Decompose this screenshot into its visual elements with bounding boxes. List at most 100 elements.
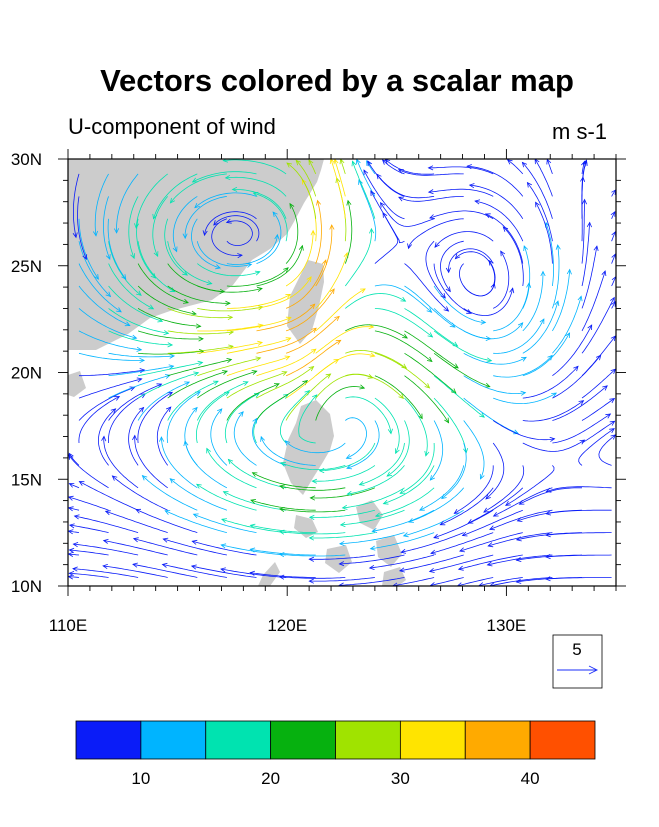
streamline-arrowhead [131, 334, 138, 340]
streamline [226, 337, 291, 354]
streamline-arrowhead [400, 548, 407, 554]
streamline [374, 284, 432, 313]
streamline [97, 408, 116, 466]
streamline-arrowhead [121, 274, 127, 280]
streamline-arrowhead [341, 504, 348, 510]
streamline-arrowhead [334, 315, 340, 322]
streamline-arrowhead [285, 293, 292, 299]
streamline [581, 297, 615, 354]
streamline-arrowhead [102, 538, 109, 544]
streamline [468, 487, 524, 524]
streamline-arrowhead [136, 290, 142, 296]
streamline [339, 577, 405, 586]
streamline [315, 386, 365, 421]
streamline [225, 176, 287, 197]
streamline [463, 322, 524, 340]
streamline [196, 381, 249, 421]
streamline-arrowhead [257, 340, 264, 346]
streamline-arrowhead [483, 507, 489, 513]
streamline-arrowhead [139, 368, 146, 374]
streamline-arrowhead [278, 552, 285, 558]
streamline-arrowhead [358, 179, 363, 185]
colorbar-label: 20 [261, 769, 280, 788]
streamline [167, 359, 232, 377]
streamline [433, 330, 492, 362]
streamline [440, 487, 494, 526]
luzon [283, 400, 334, 495]
streamline-arrowhead [279, 484, 285, 490]
streamline [162, 564, 227, 578]
streamline [69, 483, 80, 489]
streamline [469, 184, 524, 220]
streamline [103, 196, 111, 260]
streamline [475, 200, 524, 242]
streamline-arrowhead [309, 495, 316, 501]
streamline-arrowhead [399, 489, 406, 494]
streamline-arrowhead [398, 393, 405, 400]
streamline-arrowhead [168, 364, 175, 370]
streamline [408, 218, 464, 249]
streamline [108, 374, 171, 399]
streamline [463, 288, 514, 316]
streamline-arrowhead [278, 507, 285, 513]
streamline [295, 160, 317, 197]
streamline [372, 509, 435, 532]
colorbar-box [75, 720, 142, 760]
streamline [455, 251, 496, 287]
streamline [73, 173, 80, 238]
streamline-arrowhead [610, 296, 615, 303]
streamline [108, 365, 174, 377]
streamline-arrowhead [555, 244, 561, 250]
streamline-arrowhead [586, 221, 592, 228]
streamline-arrowhead [226, 358, 233, 364]
streamline [344, 200, 353, 264]
streamline-arrowhead [283, 267, 289, 273]
streamline [197, 324, 263, 332]
streamline-arrowhead [308, 556, 315, 562]
streamline [285, 440, 346, 454]
streamline-arrowhead [521, 161, 528, 168]
streamline [345, 373, 404, 399]
streamline-arrowhead [480, 319, 487, 325]
streamline [448, 248, 494, 273]
y-tick-label: 15N [11, 470, 42, 489]
streamline-arrowhead [605, 413, 612, 419]
streamline [197, 306, 263, 312]
streamline-arrowhead [434, 242, 440, 248]
streamline [250, 572, 316, 578]
streamline-arrowhead [402, 333, 409, 339]
streamline [463, 420, 485, 480]
y-axis-labels: 10N 15N 20N 25N 30N [11, 150, 42, 596]
streamline-arrowhead [408, 518, 414, 523]
streamline [611, 276, 616, 287]
streamline-arrowhead [547, 354, 553, 361]
streamline-arrowhead [82, 254, 88, 261]
streamline-arrowhead [72, 232, 78, 239]
streamline-arrowhead [452, 341, 459, 347]
streamline [404, 308, 458, 347]
streamline-arrowhead [363, 169, 369, 176]
streamline-arrowhead [316, 199, 322, 206]
streamline-arrowhead [254, 270, 261, 276]
streamline-arrowhead [489, 525, 495, 531]
streamline [404, 330, 459, 369]
streamline-arrowhead [281, 371, 288, 376]
streamline [161, 437, 198, 489]
streamline-arrowhead [196, 483, 202, 489]
streamline [459, 532, 523, 552]
streamline [428, 166, 494, 175]
streamline [546, 486, 612, 492]
streamline-arrowhead [329, 159, 335, 165]
streamline [345, 293, 406, 309]
streamline-arrowhead [485, 494, 491, 500]
streamline [522, 439, 585, 452]
streamline-arrowhead [526, 282, 532, 288]
streamline-arrowhead [289, 202, 295, 209]
streamline-arrowhead [225, 218, 232, 224]
streamline [78, 396, 120, 444]
streamline-arrowhead [206, 447, 211, 454]
streamline-arrowhead [398, 196, 404, 202]
streamline [487, 554, 553, 566]
streamline [478, 577, 523, 586]
streamline-arrowhead [135, 508, 142, 514]
